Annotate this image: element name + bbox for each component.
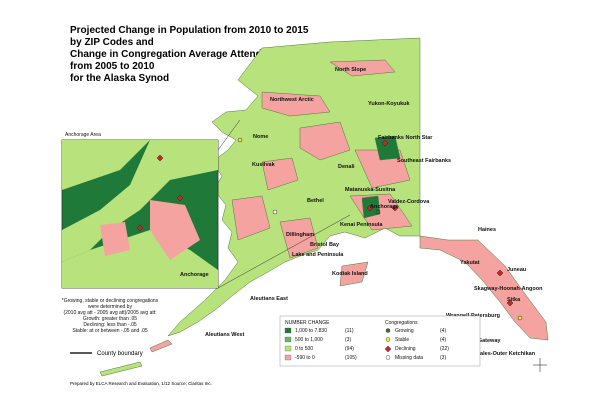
legend-symbol — [385, 355, 391, 360]
region-label: Southeast Fairbanks — [397, 158, 451, 164]
inset-map: Anchorage Area Anchorage — [61, 119, 351, 289]
legend-label: Growing — [395, 328, 414, 334]
region-label: Northwest Arctic — [270, 97, 314, 103]
title-line: from 2005 to 2010 — [70, 61, 155, 72]
inset-label: Anchorage — [180, 272, 209, 278]
region-label: Prince of Wales-Outer Ketchikan — [450, 351, 536, 357]
region-label: Sitka — [507, 297, 521, 303]
alaska-map — [99, 37, 549, 377]
region-label: Skagway-Hoonah-Angoon — [474, 286, 543, 292]
region-label: Kusilvak — [252, 162, 276, 168]
legend-count: (94) — [345, 346, 354, 352]
title-line: by ZIP Codes and — [70, 37, 154, 48]
legend-label: 500 to 1,000 — [295, 337, 323, 343]
footnote-line: Growth: greater than .05 — [83, 316, 137, 322]
credit: Prepared by ELCA Research and Evaluation… — [70, 381, 212, 386]
footnote: *Growing, stable or declining congregati… — [62, 298, 159, 334]
region-label: Aleutians East — [250, 296, 288, 302]
region-label: Dillingham — [286, 232, 314, 238]
legend-swatch — [284, 354, 292, 361]
region-label: North Slope — [335, 67, 366, 73]
legend-swatch — [284, 336, 292, 343]
footnote-line: Declining: less than -.05 — [83, 322, 137, 328]
region-label: Kodiak Island — [332, 271, 368, 277]
title-line: for the Alaska Synod — [70, 73, 169, 84]
region-label: Bristol Bay — [310, 242, 340, 248]
legend-label: 0 to 500 — [295, 346, 313, 352]
legend-label: Stable — [395, 337, 409, 343]
legend-label: 1,000 to 7,830 — [295, 328, 327, 334]
region-label: Aleutians West — [205, 332, 244, 338]
legend-label: Missing data — [395, 355, 423, 361]
footnote-line: Stable: at or between -.05 and .05 — [72, 328, 148, 334]
region-label: Yakutat — [460, 260, 480, 266]
region-label: Nome — [253, 134, 268, 140]
inset-title: Anchorage Area — [65, 132, 101, 138]
north-arrow — [533, 358, 547, 372]
title: Projected Change in Population from 2010… — [70, 25, 309, 84]
footnote-line: *Growing, stable or declining congregati… — [62, 298, 159, 304]
legend-count: (3) — [440, 355, 446, 361]
region-label: Juneau — [507, 267, 526, 273]
legend-count: (11) — [345, 328, 354, 334]
legend: NUMBER CHANGE Congregations 1,000 to 7,8… — [279, 315, 481, 367]
congregation-markers — [136, 137, 523, 321]
legend-count: (3) — [345, 337, 351, 343]
legend-title: NUMBER CHANGE — [285, 320, 330, 326]
legend-symbol — [385, 337, 391, 342]
legend-count: (4) — [440, 337, 446, 343]
legend-label: -590 to 0 — [295, 355, 315, 361]
boundary-label: County boundary — [97, 351, 143, 357]
legend-symbol — [385, 328, 391, 333]
region-label: Fairbanks North Star — [378, 135, 433, 141]
region-label: Lake and Peninsula — [292, 252, 344, 258]
legend-symbol — [384, 345, 392, 353]
region-label: Anchorage — [370, 204, 399, 210]
region-label: Matanuska-Susitna — [345, 187, 396, 193]
title-line: Change in Congregation Average Attendanc… — [70, 49, 285, 60]
footnote-line: were determined by — [88, 304, 132, 310]
legend-count: (4) — [440, 328, 446, 334]
legend-title: Congregations — [385, 320, 418, 326]
legend-count: (105) — [345, 355, 357, 361]
legend-label: Declining — [395, 346, 416, 352]
title-line: Projected Change in Population from 2010… — [70, 25, 309, 36]
region-label: Yukon-Koyukuk — [368, 101, 411, 107]
footnote-line: (2010 avg att - 2005 avg att)/2005 avg a… — [63, 310, 156, 316]
region-label: Haines — [478, 227, 496, 233]
region-label: Denali — [338, 164, 355, 170]
region-label: Valdez-Cordova — [388, 199, 430, 205]
legend-swatch — [284, 327, 292, 334]
region-label: Bethel — [307, 198, 324, 204]
legend-count: (22) — [440, 346, 449, 352]
region-label: Kenai Peninsula — [340, 222, 383, 228]
legend-swatch — [284, 345, 292, 352]
